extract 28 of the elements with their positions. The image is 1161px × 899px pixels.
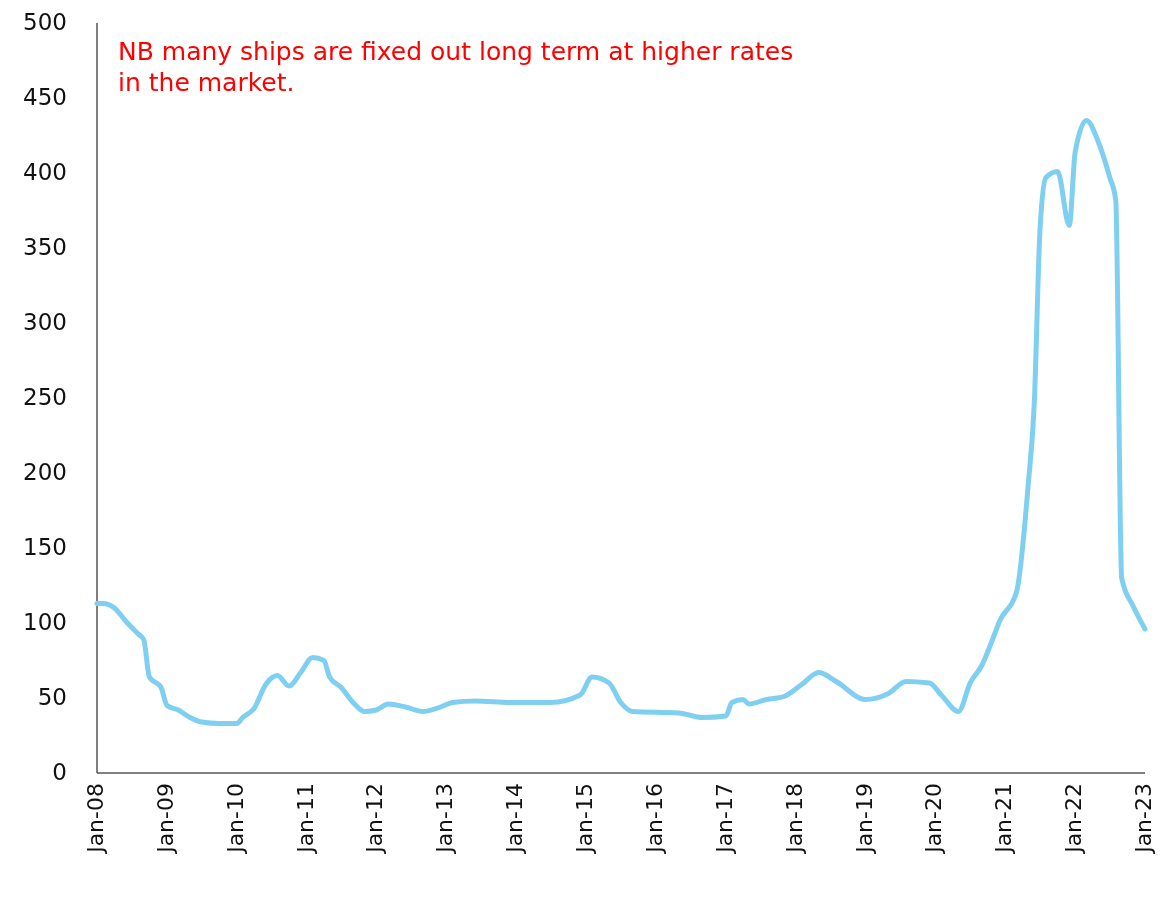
y-tick-label: 300 bbox=[23, 308, 67, 335]
y-tick-label: 150 bbox=[23, 533, 67, 560]
x-tick-label: Jan-10 bbox=[222, 783, 248, 855]
y-tick-label: 450 bbox=[23, 83, 67, 110]
x-tick-label: Jan-18 bbox=[781, 783, 807, 855]
x-tick-label: Jan-09 bbox=[153, 783, 179, 855]
y-tick-label: 100 bbox=[23, 608, 67, 635]
x-tick-label: Jan-19 bbox=[851, 783, 877, 855]
x-tick-label: Jan-11 bbox=[292, 783, 318, 855]
x-tick-label: Jan-21 bbox=[991, 783, 1017, 855]
x-tick-label: Jan-23 bbox=[1131, 783, 1156, 855]
x-tick-label: Jan-20 bbox=[921, 783, 947, 855]
x-tick-label: Jan-17 bbox=[711, 783, 737, 855]
annotation: NB many ships are fixed out long term at higher rates in the market. bbox=[118, 37, 794, 97]
x-tick-label: Jan-22 bbox=[1061, 783, 1087, 855]
y-tick-label: 0 bbox=[52, 758, 67, 785]
y-tick-label: 350 bbox=[23, 233, 67, 260]
y-tick-label: 50 bbox=[37, 683, 67, 710]
x-tick-label: Jan-12 bbox=[362, 783, 388, 855]
y-tick-label: 200 bbox=[23, 458, 67, 485]
x-tick-label: Jan-13 bbox=[432, 783, 458, 855]
x-tick-label: Jan-15 bbox=[572, 783, 598, 855]
x-tick-label: Jan-16 bbox=[641, 783, 667, 855]
y-tick-label: 500 bbox=[23, 8, 67, 35]
x-tick-label: Jan-08 bbox=[83, 783, 108, 855]
y-tick-label: 400 bbox=[23, 158, 67, 185]
x-tick-label: Jan-14 bbox=[502, 783, 528, 855]
y-tick-label: 250 bbox=[23, 383, 67, 410]
